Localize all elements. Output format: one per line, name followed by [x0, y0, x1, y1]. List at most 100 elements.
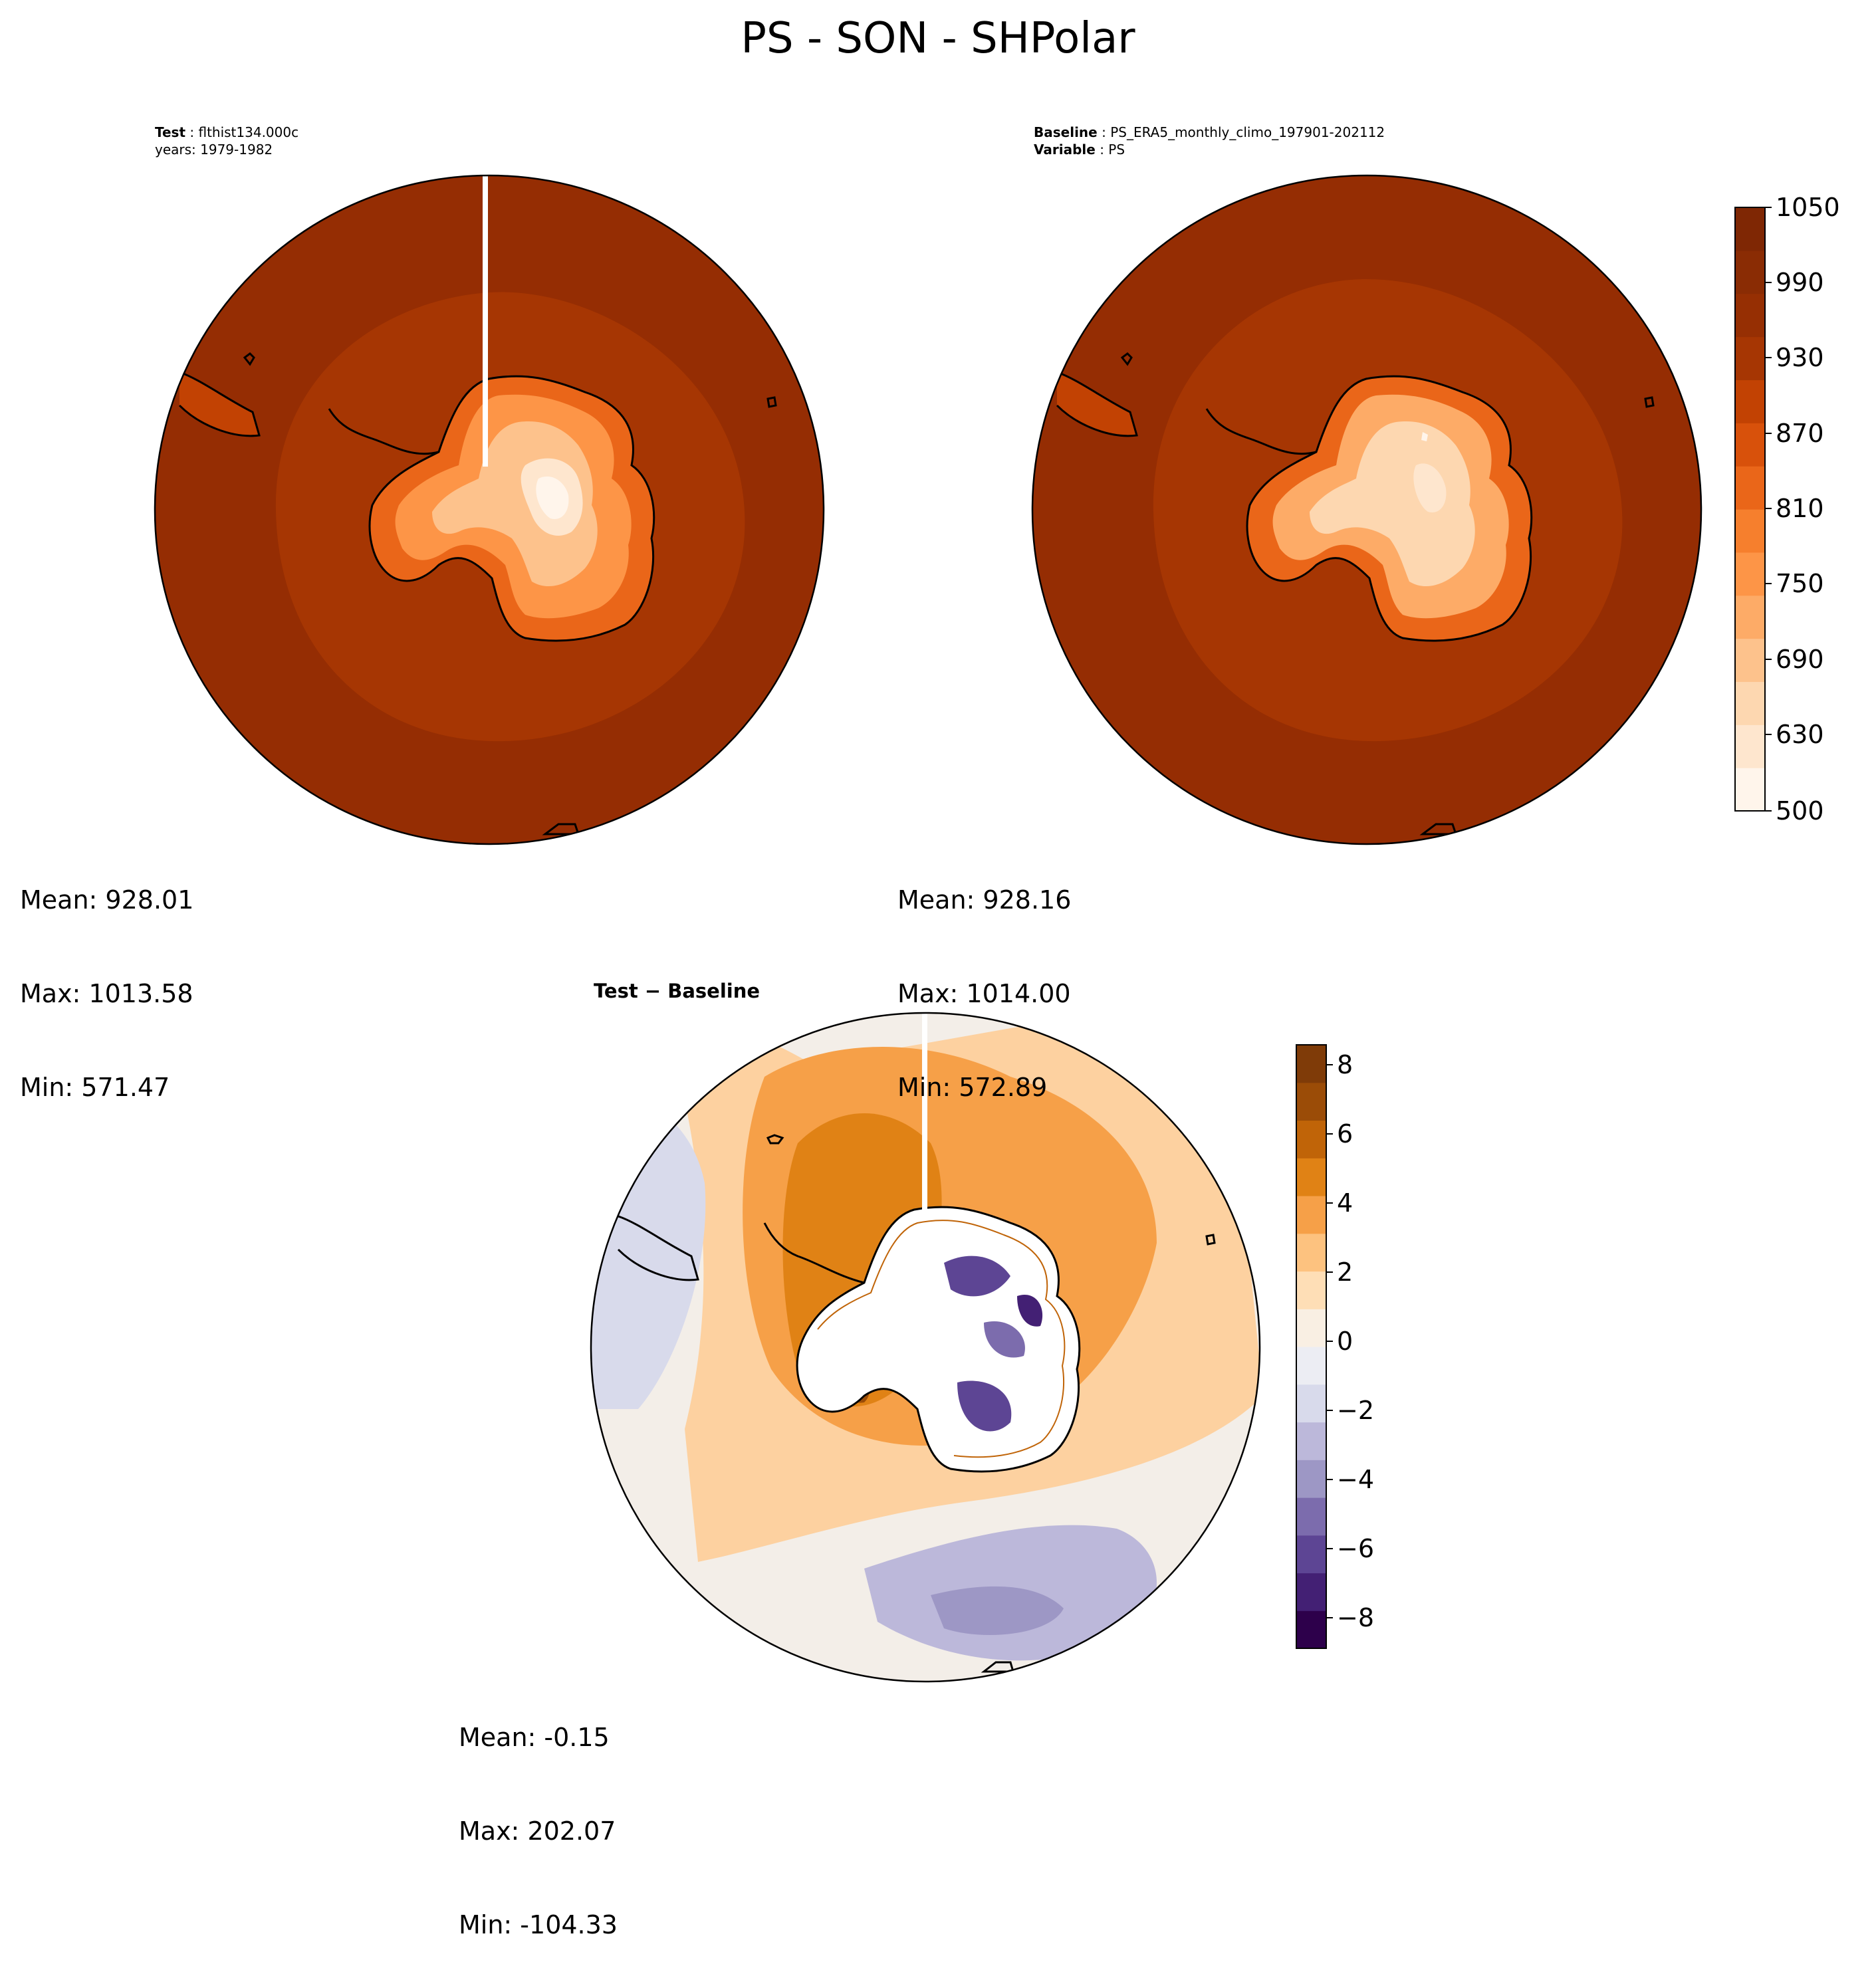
colorbar-band — [1735, 207, 1765, 251]
peninsula-coastline — [1205, 408, 1317, 455]
test-label: Test — [155, 124, 186, 140]
colorbar-band — [1735, 768, 1765, 812]
colorbar-band — [1296, 1573, 1326, 1611]
figure-title: PS - SON - SHPolar — [741, 14, 1135, 63]
colorbar-band — [1735, 250, 1765, 294]
difference-map — [591, 1013, 1260, 1682]
colorbar-tick-label: 4 — [1337, 1188, 1353, 1218]
island-coastline — [1205, 1234, 1216, 1246]
colorbar-tick-label: 630 — [1776, 720, 1824, 749]
colorbar-band — [1735, 423, 1765, 467]
test-case-name: : flthist134.000c — [185, 124, 299, 140]
variable-name: : PS — [1095, 142, 1125, 158]
positive-contour — [817, 1220, 1066, 1458]
peninsula-coastline — [328, 408, 439, 455]
baseline-mean: Mean: 928.16 — [897, 885, 1072, 915]
colorbar-band — [1296, 1347, 1326, 1385]
colorbar-band — [1296, 1535, 1326, 1574]
colorbar-tick-label: 750 — [1776, 569, 1824, 598]
colorbar-band — [1735, 595, 1765, 639]
baseline-case-name: : PS_ERA5_monthly_climo_197901-202112 — [1097, 124, 1385, 140]
antarctica-land — [1247, 376, 1532, 641]
colorbar-tick-label: 810 — [1776, 494, 1824, 523]
diff-colorbar-ticks — [1326, 1064, 1333, 1618]
diff-colorbar-bands — [1296, 1045, 1326, 1649]
antarctica-coastline — [368, 375, 655, 642]
baseline-label: Baseline — [1034, 124, 1098, 140]
colorbar-tick-label: −2 — [1337, 1396, 1375, 1425]
field-colorbar-bands — [1735, 207, 1765, 812]
colorbar-band — [1735, 638, 1765, 683]
colorbar-tick-label: −6 — [1337, 1534, 1375, 1563]
colorbar-band — [1296, 1460, 1326, 1498]
colorbar-tick-label: 870 — [1776, 419, 1824, 448]
colorbar-band — [1296, 1610, 1326, 1649]
colorbar-band — [1735, 724, 1765, 768]
antarctica-coastline — [796, 1206, 1081, 1473]
antarctica-coastline — [1246, 375, 1533, 642]
baseline-max: Max: 1014.00 — [897, 979, 1071, 1008]
south-america-coastline — [617, 1215, 699, 1281]
colorbar-band — [1735, 681, 1765, 725]
difference-max: Max: 202.07 — [459, 1816, 616, 1846]
colorbar-tick-label: −8 — [1337, 1603, 1375, 1632]
colorbar-band — [1735, 336, 1765, 381]
test-max: Max: 1013.58 — [20, 979, 193, 1008]
baseline-panel-header: Baseline : PS_ERA5_monthly_climo_197901-… — [1034, 124, 1385, 158]
diff-label: Test − Baseline — [594, 980, 761, 1002]
diff-colorbar — [1296, 1044, 1333, 1649]
difference-map-frame — [590, 1012, 1261, 1683]
colorbar-tick-label: 990 — [1776, 268, 1824, 297]
south-america-coastline — [178, 371, 261, 437]
colorbar-tick-label: 8 — [1337, 1050, 1353, 1079]
test-mean: Mean: 928.01 — [20, 885, 194, 915]
island-coastline — [766, 1134, 784, 1145]
island-coastline — [766, 396, 777, 408]
colorbar-band — [1296, 1233, 1326, 1272]
colorbar-band — [1296, 1497, 1326, 1536]
diff-panel-header: Test − Baseline — [594, 980, 760, 1002]
colorbar-tick-label: 2 — [1337, 1258, 1353, 1287]
field-colorbar — [1734, 207, 1772, 812]
colorbar-tick-label: 0 — [1337, 1327, 1353, 1356]
colorbar-band — [1735, 293, 1765, 338]
peninsula-coastline — [763, 1222, 865, 1284]
colorbar-band — [1296, 1158, 1326, 1196]
colorbar-tick-label: 690 — [1776, 645, 1824, 674]
antarctica-land — [370, 376, 654, 641]
colorbar-band — [1735, 380, 1765, 423]
south-america-coastline — [1056, 371, 1138, 437]
island-coastline — [1120, 352, 1133, 366]
test-min: Min: 571.47 — [20, 1073, 170, 1102]
colorbar-tick-label: 500 — [1776, 796, 1824, 825]
field-colorbar-ticks — [1765, 207, 1772, 812]
colorbar-band — [1296, 1384, 1326, 1423]
test-panel-header: Test : flthist134.000c years: 1979-1982 — [155, 124, 298, 158]
baseline-stats: Mean: 928.16 Max: 1014.00 Min: 572.89 — [897, 822, 1071, 1135]
difference-stats: Mean: -0.15 Max: 202.07 Min: -104.33 — [459, 1660, 618, 1972]
colorbar-band — [1296, 1309, 1326, 1347]
missing-data-seam — [483, 175, 488, 467]
test-map — [155, 175, 824, 844]
colorbar-band — [1296, 1422, 1326, 1460]
difference-min: Min: -104.33 — [459, 1910, 618, 1939]
test-stats: Mean: 928.01 Max: 1013.58 Min: 571.47 — [20, 822, 193, 1135]
difference-mean: Mean: -0.15 — [459, 1723, 610, 1752]
diff-colorbar-frame — [1296, 1044, 1327, 1649]
variable-label: Variable — [1034, 142, 1096, 158]
island-coastline — [1644, 396, 1655, 408]
missing-data-seam — [922, 1013, 927, 1211]
colorbar-tick-label: 1050 — [1776, 193, 1840, 222]
colorbar-tick-label: 930 — [1776, 343, 1824, 372]
colorbar-tick-label: 6 — [1337, 1119, 1353, 1149]
island-coastline — [243, 352, 255, 366]
colorbar-band — [1296, 1120, 1326, 1158]
colorbar-band — [1296, 1045, 1326, 1083]
test-years: years: 1979-1982 — [155, 142, 273, 158]
colorbar-band — [1735, 552, 1765, 596]
colorbar-band — [1296, 1196, 1326, 1234]
colorbar-band — [1735, 466, 1765, 510]
baseline-min: Min: 572.89 — [897, 1073, 1048, 1102]
colorbar-band — [1296, 1271, 1326, 1309]
south-negative-core — [931, 1586, 1064, 1635]
